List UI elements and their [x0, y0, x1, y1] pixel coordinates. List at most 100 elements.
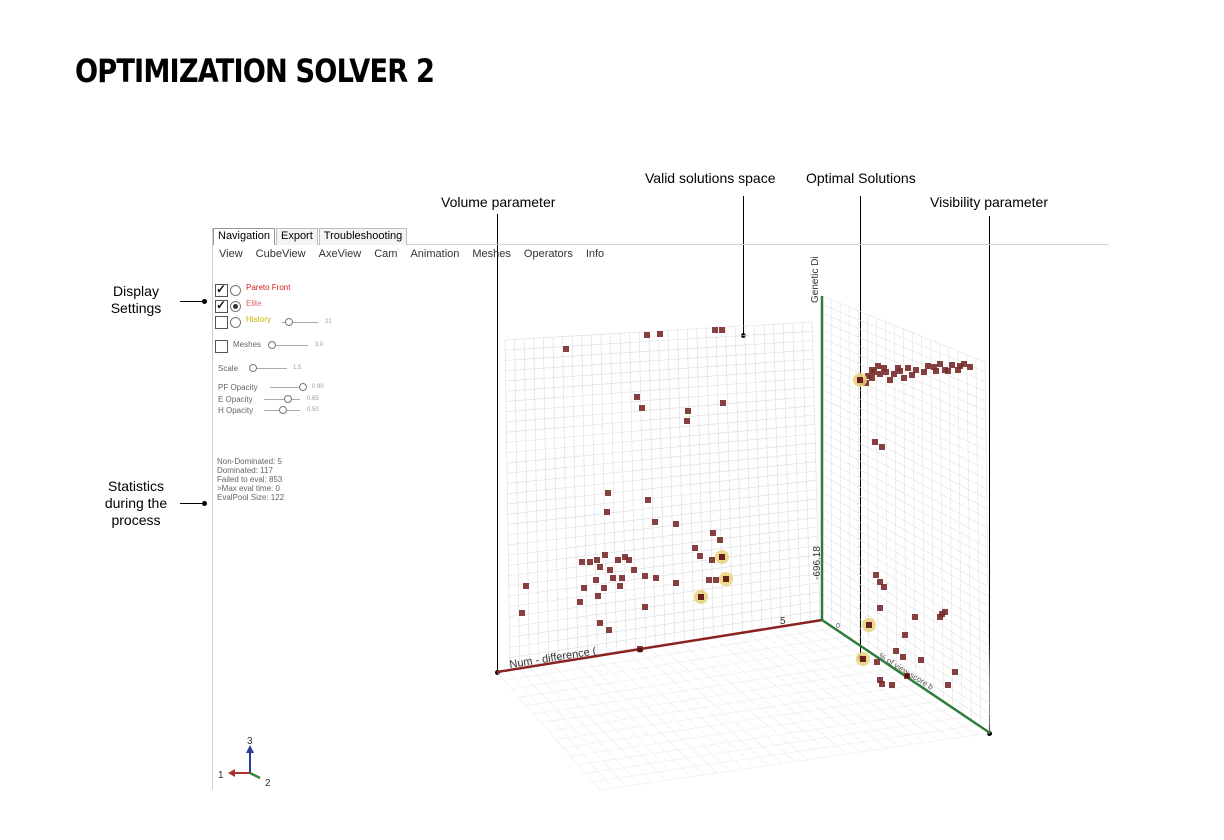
solution-point — [657, 331, 663, 337]
history-radio[interactable] — [230, 317, 241, 328]
solution-point — [931, 364, 937, 370]
y-axis-label: Genetic Di — [810, 256, 821, 303]
pf-opacity-slider-track[interactable] — [270, 387, 306, 388]
solution-point — [639, 405, 645, 411]
solution-point — [873, 572, 879, 578]
solution-point — [945, 368, 951, 374]
solution-point — [921, 369, 927, 375]
meshes-slider-thumb[interactable] — [268, 341, 276, 349]
solution-point — [875, 363, 881, 369]
menu-operators[interactable]: Operators — [523, 248, 573, 260]
solution-point — [595, 593, 601, 599]
elite-label: Elite — [246, 299, 262, 308]
solution-point — [881, 584, 887, 590]
solution-point — [684, 418, 690, 424]
solution-point — [967, 364, 973, 370]
origin-tick-0: 0 — [836, 623, 840, 630]
solution-point — [900, 654, 906, 660]
menu-bar: View CubeView AxeView Cam Animation Mesh… — [219, 248, 604, 260]
tab-navigation[interactable]: Navigation — [213, 228, 275, 245]
stat-evalpool-size: EvalPool Size: 122 — [217, 493, 285, 502]
solution-point — [955, 367, 961, 373]
solution-point — [912, 614, 918, 620]
pf-opacity-label: PF Opacity — [218, 383, 258, 392]
menu-cam[interactable]: Cam — [374, 248, 398, 260]
history-slider-track[interactable] — [282, 322, 318, 323]
solution-point — [881, 365, 887, 371]
meshes-checkbox[interactable] — [215, 340, 228, 353]
solution-point — [719, 327, 725, 333]
solution-point — [709, 557, 715, 563]
history-checkbox[interactable] — [215, 316, 228, 329]
e-opacity-slider-thumb[interactable] — [284, 395, 292, 403]
e-opacity-slider-track[interactable] — [264, 399, 300, 400]
stat-failed-to-eval: Failed to eval: 853 — [217, 475, 283, 484]
gizmo-axis-2 — [249, 771, 261, 780]
solution-point — [887, 377, 893, 383]
scale-slider-track[interactable] — [249, 368, 287, 369]
solution-point — [581, 585, 587, 591]
elite-checkbox[interactable] — [215, 298, 228, 313]
menu-info[interactable]: Info — [585, 248, 605, 260]
solution-point — [877, 579, 883, 585]
history-slider-thumb[interactable] — [285, 318, 293, 326]
solution-point — [626, 557, 632, 563]
h-opacity-value: 0.50 — [307, 407, 319, 413]
optimal-solution-point — [866, 622, 872, 628]
solution-point — [877, 677, 883, 683]
solution-point — [587, 559, 593, 565]
solution-point — [720, 400, 726, 406]
solution-point — [519, 610, 525, 616]
solution-point — [902, 632, 908, 638]
solution-point — [918, 657, 924, 663]
menu-view[interactable]: View — [219, 248, 243, 260]
menu-axeview[interactable]: AxeView — [318, 248, 362, 260]
menu-animation[interactable]: Animation — [410, 248, 460, 260]
solution-point — [601, 585, 607, 591]
meshes-slider-track[interactable] — [268, 345, 308, 346]
tab-troubleshooting[interactable]: Troubleshooting — [318, 228, 408, 245]
history-value: 21 — [325, 319, 332, 325]
pareto-radio[interactable] — [230, 285, 241, 296]
leader-line-statistics — [180, 503, 204, 504]
leader-dot-statistics — [202, 501, 207, 506]
solution-point — [717, 537, 723, 543]
solution-point — [710, 530, 716, 536]
gizmo-label-2: 2 — [265, 778, 271, 789]
annotation-display-settings: Display Settings — [110, 283, 162, 316]
panel-top-border — [212, 244, 1109, 245]
scale-slider-thumb[interactable] — [249, 364, 257, 372]
leader-dot-display — [202, 299, 207, 304]
solution-point — [615, 557, 621, 563]
solution-point — [961, 361, 967, 367]
solution-point — [605, 490, 611, 496]
solution-point — [893, 648, 899, 654]
solution-point — [905, 365, 911, 371]
floor-grid — [496, 619, 991, 791]
solution-point — [606, 627, 612, 633]
leader-line-optimal — [860, 196, 861, 658]
solution-point — [952, 669, 958, 675]
history-label: History — [246, 315, 271, 324]
solution-point — [563, 346, 569, 352]
pf-opacity-slider-thumb[interactable] — [299, 383, 307, 391]
solution-point — [877, 605, 883, 611]
tab-export[interactable]: Export — [275, 228, 318, 245]
solution-point — [872, 439, 878, 445]
solution-point — [634, 394, 640, 400]
elite-radio[interactable] — [230, 301, 241, 312]
solution-points — [519, 327, 973, 688]
h-opacity-slider-thumb[interactable] — [279, 406, 287, 414]
menu-meshes[interactable]: Meshes — [472, 248, 511, 260]
solution-point — [597, 564, 603, 570]
pareto-checkbox[interactable] — [215, 282, 228, 297]
solution-point — [925, 363, 931, 369]
z-axis-marker — [904, 673, 910, 679]
menu-cubeview[interactable]: CubeView — [255, 248, 306, 260]
solution-point — [877, 371, 883, 377]
annotation-volume-parameter: Volume parameter — [441, 194, 556, 210]
solution-point — [597, 620, 603, 626]
x-tick-5: 5 — [780, 616, 786, 627]
page-title: OPTIMIZATION SOLVER 2 — [75, 52, 435, 90]
